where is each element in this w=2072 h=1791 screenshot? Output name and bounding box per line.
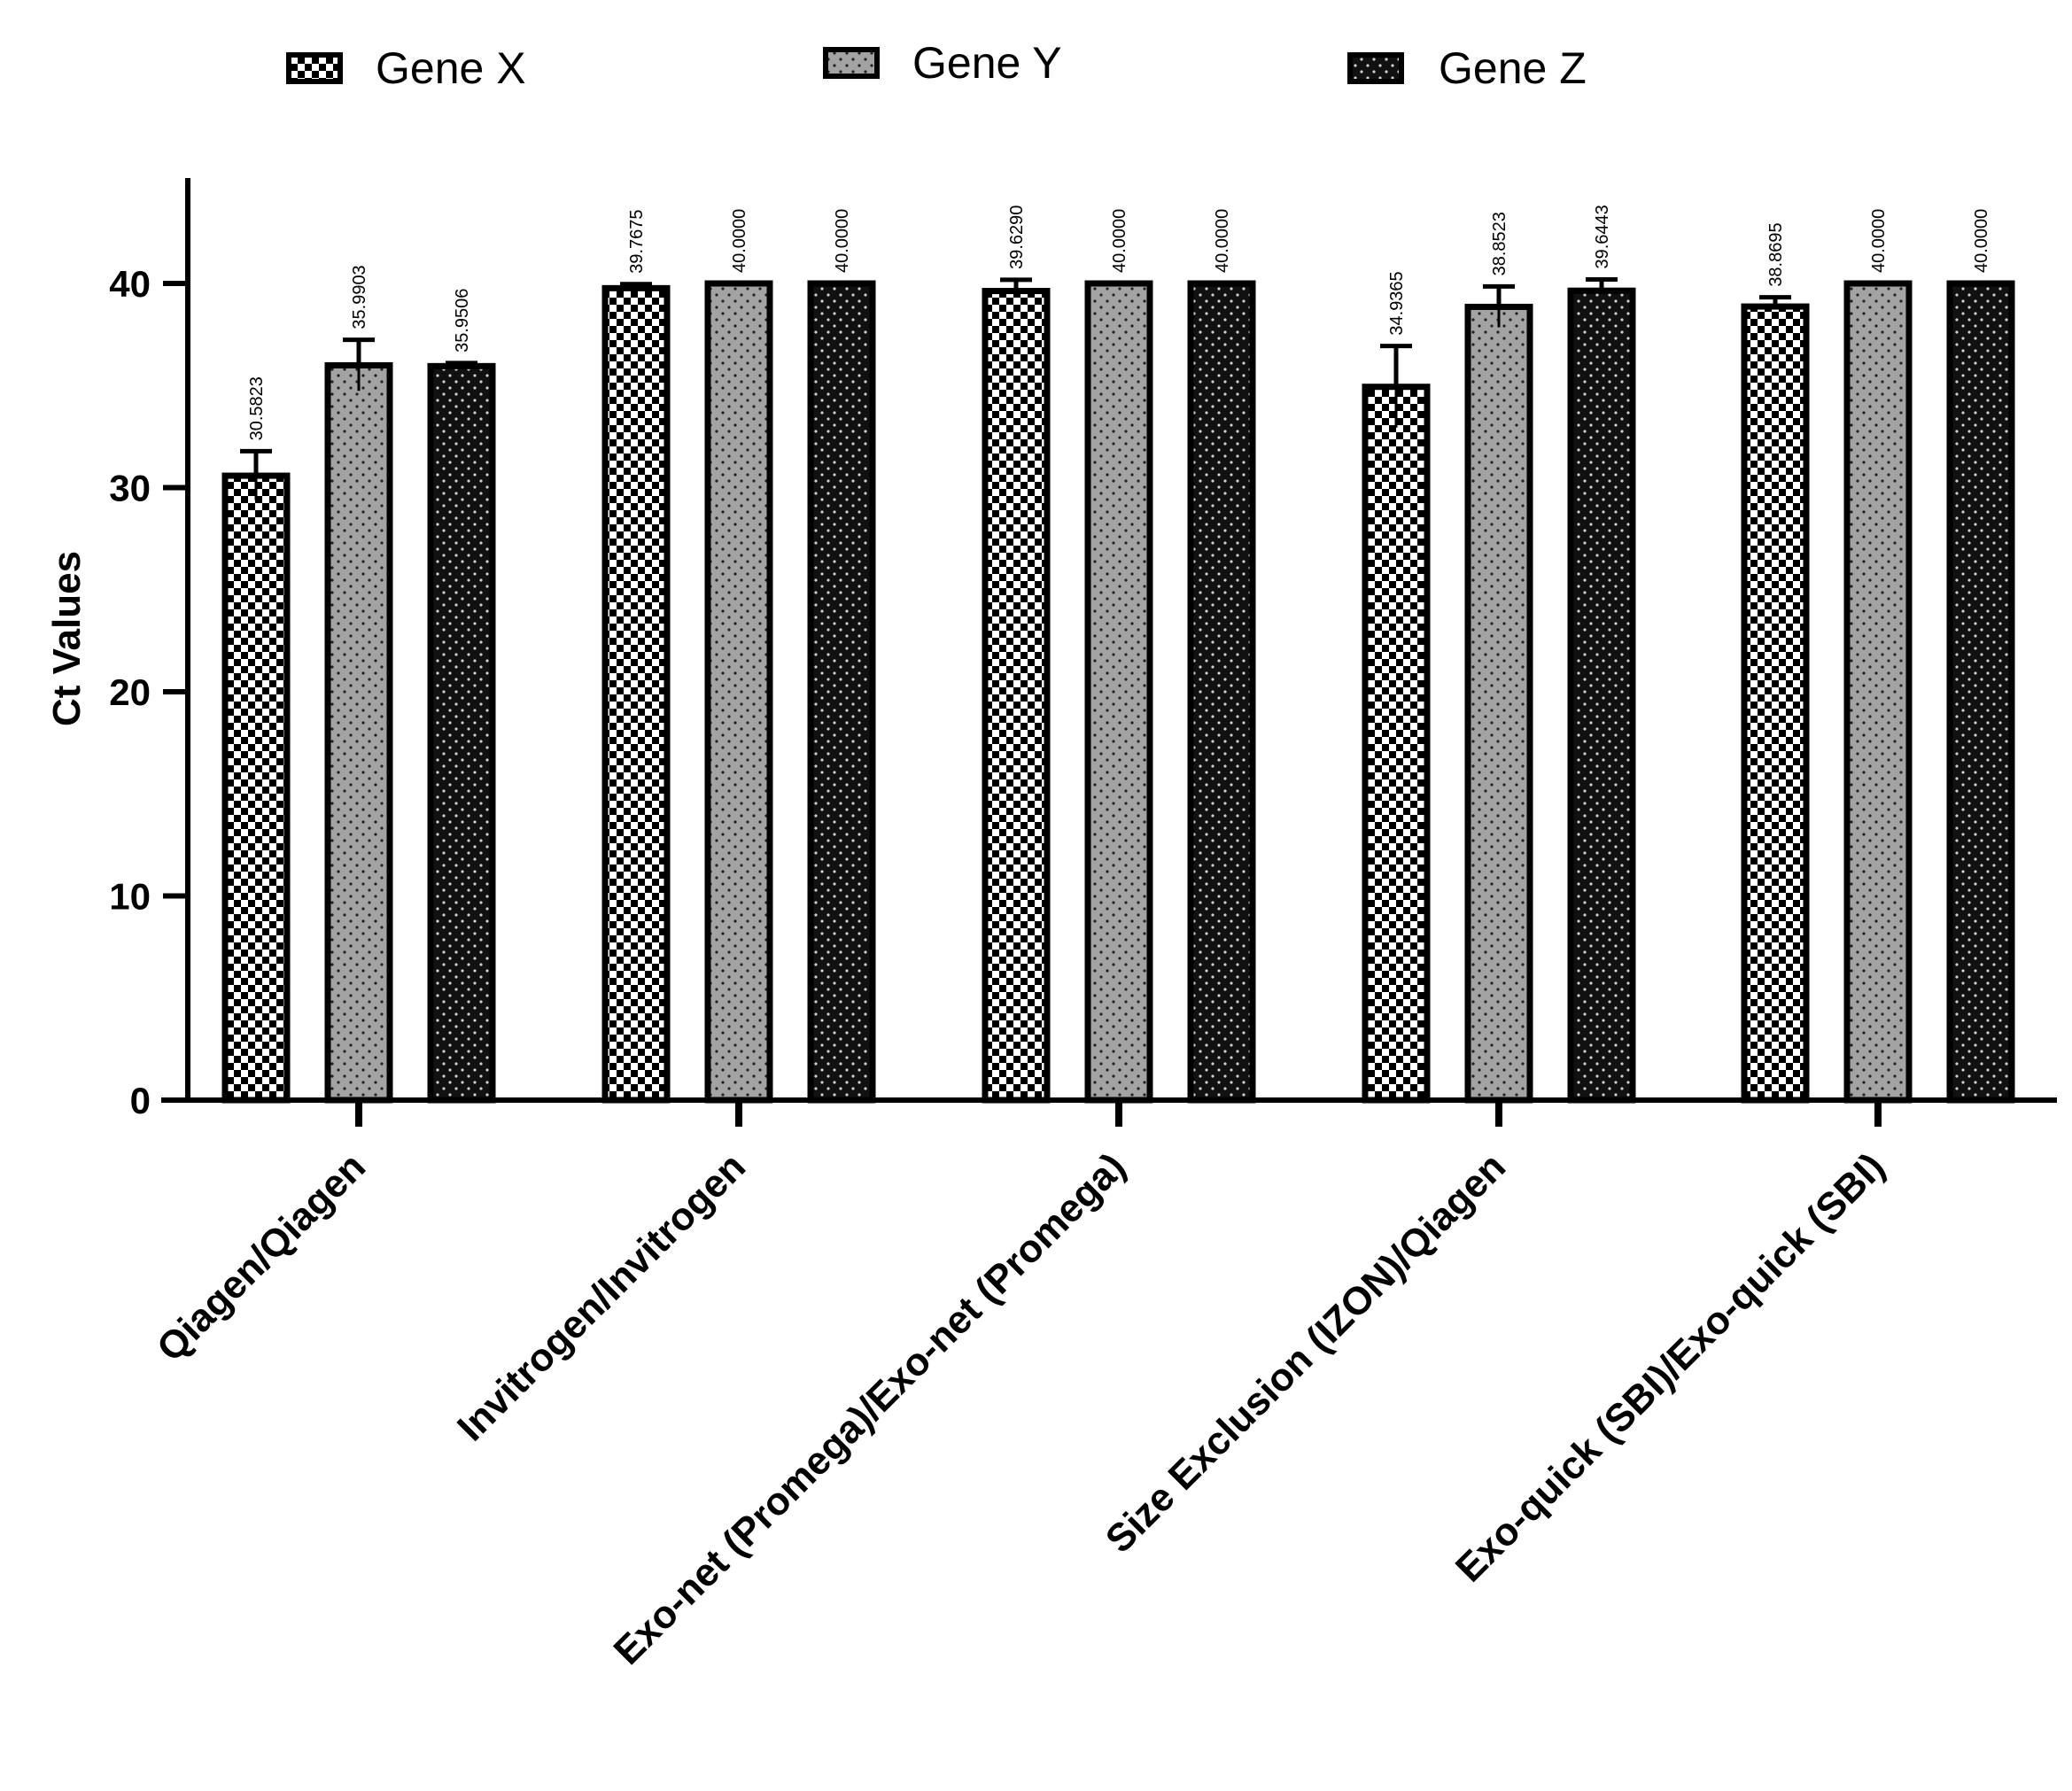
bar-gene-z-3 <box>1187 280 1256 1104</box>
legend-swatch-gene-y <box>823 47 880 79</box>
value-label-gene-y-4: 38.8523 <box>1490 212 1509 275</box>
bar-gene-y-2 <box>704 280 773 1104</box>
value-label-gene-x-3: 39.6290 <box>1007 205 1027 269</box>
bar-gene-z-5 <box>1946 280 2015 1104</box>
value-label-gene-y-1: 35.9903 <box>350 265 369 329</box>
bar-gene-x-1 <box>221 472 291 1104</box>
error-bar-gene-z-1 <box>446 361 477 367</box>
value-label-gene-z-1: 35.9506 <box>453 289 472 353</box>
value-label-gene-x-1: 30.5823 <box>247 376 267 440</box>
value-label-gene-z-4: 39.6443 <box>1593 205 1612 268</box>
legend-swatch-gene-x <box>286 52 343 84</box>
value-label-gene-y-5: 40.0000 <box>1869 209 1889 273</box>
x-axis-ticks <box>355 1100 1882 1127</box>
bar-gene-z-1 <box>427 362 496 1104</box>
bars <box>221 280 2015 1104</box>
bar-gene-x-3 <box>982 288 1051 1104</box>
bar-gene-y-4 <box>1464 303 1533 1104</box>
bar-gene-z-2 <box>807 280 876 1104</box>
value-label-gene-z-3: 40.0000 <box>1213 209 1232 273</box>
legend-item-gene-z: Gene Z <box>1347 43 1587 93</box>
y-tick-label-10: 10 <box>109 876 151 918</box>
value-label-gene-x-5: 38.8695 <box>1766 222 1786 286</box>
y-axis-title: Ct Values <box>45 551 89 726</box>
error-bar-gene-x-2 <box>620 282 652 289</box>
error-bar-gene-x-4 <box>1380 344 1412 428</box>
bar-gene-z-4 <box>1567 287 1636 1104</box>
y-tick-label-20: 20 <box>109 671 151 713</box>
legend-swatch-gene-z <box>1347 52 1404 84</box>
x-label-qiagen-qiagen: Qiagen/Qiagen <box>149 1144 374 1369</box>
y-tick-label-30: 30 <box>109 468 151 509</box>
legend-label-gene-z: Gene Z <box>1439 43 1587 93</box>
y-tick-label-40: 40 <box>109 263 151 305</box>
bar-gene-x-5 <box>1741 303 1810 1104</box>
legend-label-gene-x: Gene X <box>376 43 526 93</box>
value-label-gene-x-4: 34.9365 <box>1387 271 1407 335</box>
bar-gene-y-5 <box>1843 280 1913 1104</box>
error-bar-gene-x-1 <box>240 448 272 500</box>
value-label-gene-x-2: 39.7675 <box>627 209 647 273</box>
y-tick-label-0: 0 <box>130 1080 151 1121</box>
error-bar-gene-x-3 <box>1000 277 1032 291</box>
error-bar-gene-z-4 <box>1586 277 1618 291</box>
x-axis-labels: Qiagen/Qiagen Invitrogen/InvitrogenExo-ne… <box>149 1144 1893 1672</box>
value-label-gene-z-2: 40.0000 <box>833 209 852 273</box>
value-label-gene-y-2: 40.0000 <box>730 209 749 273</box>
bar-gene-x-2 <box>601 284 671 1104</box>
error-bar-gene-y-1 <box>343 337 375 392</box>
legend-item-gene-x: Gene X <box>286 43 526 93</box>
error-bar-gene-x-5 <box>1759 295 1791 307</box>
x-label-invitrogen-invitrogen: Invitrogen/Invitrogen <box>449 1144 754 1449</box>
error-bar-gene-y-4 <box>1483 283 1515 328</box>
value-labels: 30.5823 39.7675 39.6290 34.9365 38.8695 35.99… <box>247 205 1991 440</box>
legend: Gene X Gene Y Gene Z <box>286 38 1587 93</box>
error-bars <box>240 277 1791 500</box>
legend-label-gene-y: Gene Y <box>912 38 1062 88</box>
bar-gene-y-1 <box>324 361 393 1104</box>
legend-item-gene-y: Gene Y <box>823 38 1062 88</box>
x-label-exo-quick-sbi-exo-quick-sbi: Exo-quick (SBI)/Exo-quick (SBI) <box>1447 1144 1893 1590</box>
value-label-gene-y-3: 40.0000 <box>1110 209 1129 273</box>
y-axis-ticks: 0 10 20 30 40 <box>109 263 188 1121</box>
bar-gene-x-4 <box>1362 384 1431 1104</box>
bar-gene-y-3 <box>1084 280 1153 1104</box>
value-label-gene-z-5: 40.0000 <box>1972 209 1991 273</box>
x-label-size-exclusion-izon-qiagen: Size Exclusion (IZON)/Qiagen <box>1098 1144 1514 1561</box>
